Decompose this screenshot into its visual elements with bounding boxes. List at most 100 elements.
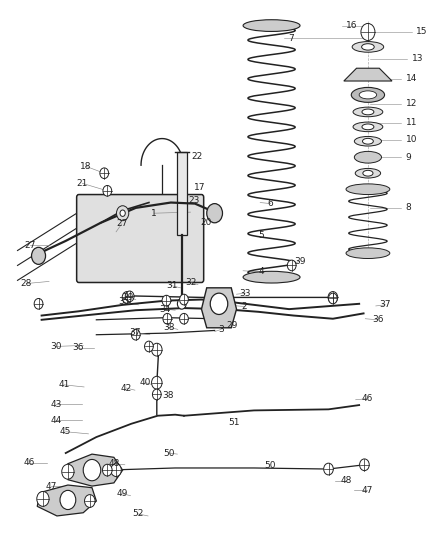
Text: 38: 38 (163, 323, 175, 332)
Ellipse shape (353, 107, 383, 117)
Text: 13: 13 (412, 54, 423, 63)
Text: 48: 48 (108, 459, 120, 468)
Text: 47: 47 (45, 482, 57, 490)
Ellipse shape (363, 171, 373, 176)
Text: 41: 41 (58, 381, 70, 389)
Ellipse shape (346, 248, 390, 259)
Circle shape (100, 168, 109, 179)
Bar (177, 152, 187, 236)
Text: 42: 42 (120, 384, 132, 392)
Circle shape (152, 376, 162, 389)
Ellipse shape (353, 122, 383, 132)
Circle shape (177, 298, 186, 309)
Text: 10: 10 (406, 135, 417, 144)
Text: 36: 36 (72, 343, 84, 352)
Circle shape (180, 294, 188, 305)
Polygon shape (201, 288, 237, 328)
Text: 39: 39 (294, 257, 305, 265)
Circle shape (131, 329, 140, 340)
Ellipse shape (362, 109, 374, 115)
Text: 36: 36 (372, 316, 383, 324)
Circle shape (120, 210, 125, 216)
Text: 37: 37 (380, 301, 391, 309)
Text: 23: 23 (188, 196, 199, 205)
Circle shape (145, 341, 153, 352)
Text: 15: 15 (416, 28, 427, 36)
Text: 8: 8 (406, 204, 411, 212)
Text: 29: 29 (122, 293, 134, 302)
Text: 29: 29 (226, 321, 238, 329)
Text: 20: 20 (200, 219, 212, 227)
Polygon shape (68, 454, 123, 486)
Ellipse shape (362, 124, 374, 130)
Circle shape (125, 291, 134, 302)
Circle shape (207, 204, 223, 223)
Text: 22: 22 (191, 152, 203, 161)
Circle shape (324, 463, 333, 475)
Text: 2: 2 (242, 302, 247, 311)
Text: 33: 33 (240, 289, 251, 297)
Circle shape (360, 459, 369, 471)
Circle shape (163, 313, 172, 324)
Text: 50: 50 (163, 449, 175, 457)
Text: 14: 14 (406, 75, 417, 83)
Text: 17: 17 (194, 183, 205, 192)
Text: 7: 7 (288, 34, 294, 43)
Ellipse shape (351, 87, 385, 102)
Text: 4: 4 (258, 268, 264, 276)
Text: 37: 37 (129, 328, 141, 337)
Text: 18: 18 (80, 162, 92, 171)
Ellipse shape (355, 168, 381, 178)
Circle shape (60, 490, 76, 510)
Text: 30: 30 (50, 342, 62, 351)
Text: 6: 6 (268, 199, 274, 208)
Text: 32: 32 (185, 278, 197, 287)
Text: 45: 45 (60, 427, 71, 436)
Text: 11: 11 (406, 118, 417, 127)
FancyBboxPatch shape (77, 195, 204, 282)
Circle shape (62, 464, 74, 479)
Ellipse shape (359, 91, 377, 99)
Text: 28: 28 (21, 279, 32, 288)
Text: 27: 27 (116, 220, 127, 228)
Text: 46: 46 (23, 458, 35, 467)
Circle shape (328, 292, 338, 303)
Text: 9: 9 (406, 153, 411, 161)
Text: 38: 38 (162, 391, 174, 400)
Ellipse shape (243, 271, 300, 283)
Circle shape (210, 293, 228, 314)
Text: 27: 27 (24, 241, 35, 249)
Circle shape (32, 247, 46, 264)
Circle shape (83, 459, 101, 481)
Circle shape (287, 260, 296, 271)
Circle shape (37, 491, 49, 506)
Text: 46: 46 (361, 394, 373, 403)
Text: 47: 47 (361, 486, 373, 495)
Circle shape (111, 464, 121, 477)
Text: 51: 51 (228, 418, 240, 426)
Ellipse shape (354, 136, 381, 146)
Circle shape (34, 298, 43, 309)
Text: 21: 21 (77, 179, 88, 188)
Text: 48: 48 (340, 477, 352, 485)
Circle shape (117, 206, 129, 221)
Circle shape (122, 292, 132, 303)
Circle shape (361, 23, 375, 41)
Ellipse shape (346, 184, 390, 195)
Text: 40: 40 (140, 378, 151, 387)
Text: 44: 44 (50, 416, 62, 424)
Ellipse shape (354, 151, 381, 163)
Circle shape (152, 389, 161, 400)
Text: 43: 43 (50, 400, 62, 408)
Circle shape (103, 185, 112, 196)
Text: 3: 3 (218, 325, 224, 334)
Ellipse shape (362, 44, 374, 50)
Text: 16: 16 (346, 21, 357, 30)
Text: 5: 5 (258, 231, 264, 240)
Text: 12: 12 (406, 100, 417, 108)
Circle shape (162, 295, 171, 306)
Text: 1: 1 (151, 209, 157, 217)
Ellipse shape (363, 139, 373, 144)
Ellipse shape (243, 20, 300, 31)
Text: 50: 50 (264, 462, 276, 470)
